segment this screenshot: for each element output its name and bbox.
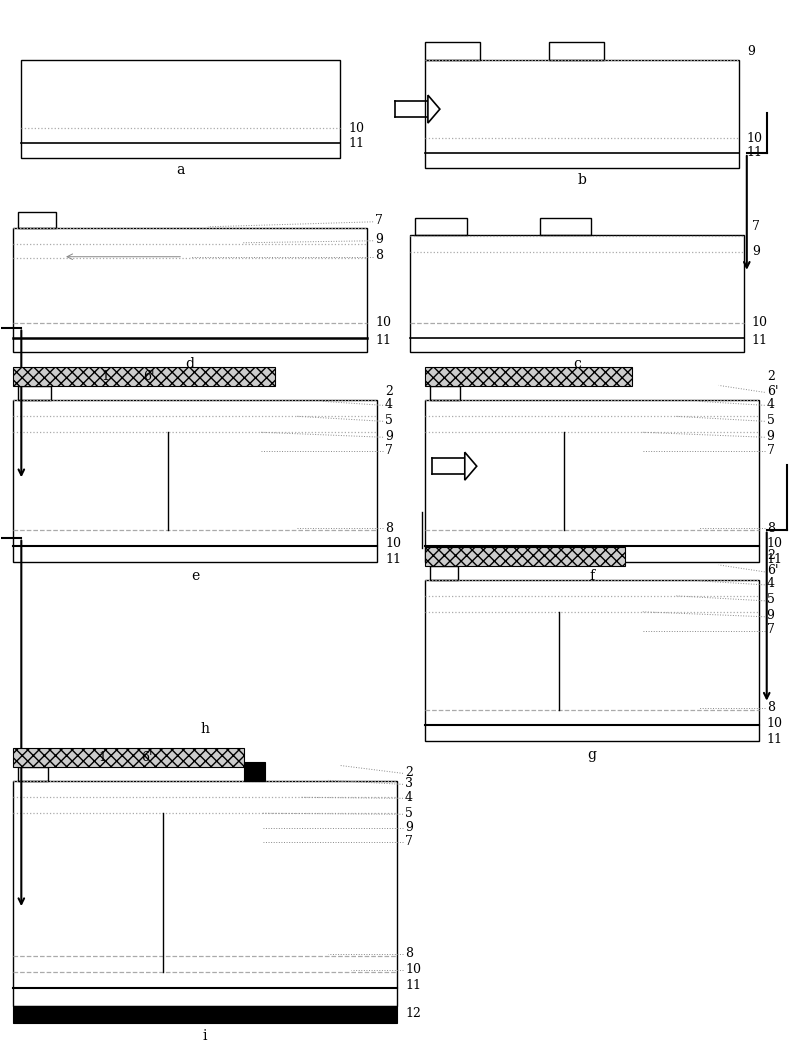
Text: 6': 6' [766, 564, 778, 578]
Text: 11: 11 [405, 979, 421, 992]
Text: 2: 2 [766, 549, 774, 563]
Text: 7: 7 [766, 623, 774, 636]
Text: 9: 9 [405, 821, 413, 834]
Text: 2: 2 [766, 370, 774, 383]
Text: 10: 10 [385, 537, 401, 550]
Text: 6': 6' [143, 370, 154, 383]
Text: 9: 9 [766, 430, 774, 443]
Text: 1: 1 [101, 370, 109, 383]
Text: 8: 8 [405, 947, 413, 960]
Text: 7: 7 [752, 220, 760, 234]
Text: b: b [578, 173, 586, 187]
Text: 11: 11 [766, 553, 782, 566]
Text: a: a [177, 162, 185, 177]
Text: g: g [587, 749, 596, 763]
Bar [425, 61, 739, 168]
Text: 9: 9 [766, 610, 774, 622]
Bar [14, 400, 377, 562]
Bar [14, 227, 367, 353]
Text: 2: 2 [385, 384, 393, 398]
Bar [18, 211, 56, 227]
Text: 11: 11 [375, 335, 391, 347]
Text: 9: 9 [375, 234, 383, 246]
Text: h: h [201, 722, 210, 736]
Text: 8: 8 [375, 250, 383, 262]
Bar [410, 235, 744, 353]
Text: 11: 11 [746, 147, 762, 159]
Text: e: e [191, 569, 199, 583]
Text: 3: 3 [405, 776, 413, 790]
Text: 4: 4 [766, 578, 774, 590]
Text: 7: 7 [405, 835, 413, 847]
Text: 11: 11 [348, 137, 364, 150]
Bar [243, 763, 266, 782]
Bar [14, 782, 397, 1006]
Text: 11: 11 [385, 553, 401, 566]
Text: 7: 7 [375, 215, 383, 227]
Text: 4: 4 [405, 791, 413, 804]
Text: 10: 10 [405, 963, 421, 976]
Bar [22, 61, 340, 158]
Bar [425, 547, 626, 566]
Bar [18, 768, 48, 782]
Text: 6': 6' [766, 384, 778, 398]
Text: 10: 10 [752, 316, 768, 329]
Bar [430, 387, 460, 400]
Polygon shape [428, 96, 440, 123]
Text: 10: 10 [348, 121, 364, 135]
Bar [425, 42, 480, 61]
Text: 6': 6' [141, 751, 153, 764]
Bar [539, 218, 591, 235]
Text: 7: 7 [385, 444, 393, 457]
Bar [14, 367, 275, 387]
Text: 10: 10 [375, 316, 391, 329]
Bar [18, 387, 51, 400]
Text: 9: 9 [752, 245, 760, 258]
Bar [14, 749, 243, 768]
Text: 10: 10 [766, 537, 782, 550]
Text: 4: 4 [766, 398, 774, 411]
Text: 5: 5 [385, 414, 393, 427]
Text: 12: 12 [405, 1007, 421, 1021]
Text: 9: 9 [746, 45, 754, 57]
Text: 5: 5 [766, 414, 774, 427]
Text: 11: 11 [766, 733, 782, 746]
Text: f: f [590, 569, 594, 583]
Text: 10: 10 [766, 717, 782, 730]
Text: 8: 8 [766, 521, 774, 534]
Text: 7: 7 [766, 444, 774, 457]
Bar [415, 218, 466, 235]
Polygon shape [465, 452, 477, 480]
Text: 1: 1 [98, 751, 106, 764]
Bar [550, 42, 604, 61]
Text: 10: 10 [746, 132, 762, 144]
Text: 11: 11 [752, 335, 768, 347]
Text: 5: 5 [405, 807, 413, 820]
Bar [430, 566, 458, 580]
Bar [425, 367, 632, 387]
Text: 5: 5 [766, 594, 774, 606]
Text: d: d [186, 358, 194, 372]
Text: i: i [203, 1029, 207, 1043]
Text: 9: 9 [385, 430, 393, 443]
Text: 2: 2 [405, 766, 413, 778]
Text: 4: 4 [385, 398, 393, 411]
Text: c: c [573, 358, 581, 372]
Bar [425, 400, 758, 562]
Text: 8: 8 [385, 521, 393, 534]
Bar [425, 580, 758, 741]
Text: 8: 8 [766, 701, 774, 714]
Bar [14, 1006, 397, 1023]
